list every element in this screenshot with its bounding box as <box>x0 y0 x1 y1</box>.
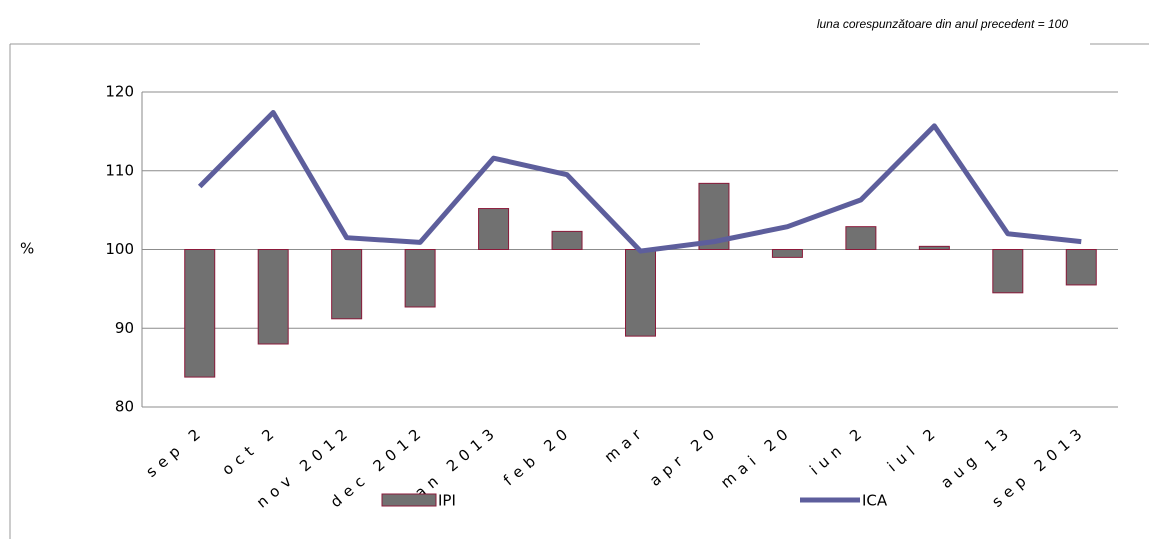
y-axis-label: % <box>20 240 34 258</box>
y-tick-label: 90 <box>115 319 134 337</box>
line <box>197 109 1082 254</box>
bar <box>771 249 803 258</box>
bar <box>1065 249 1097 286</box>
y-tick-label: 80 <box>115 398 134 416</box>
x-tick-label: mai 20 <box>717 422 796 492</box>
x-tick-label: iun 2 <box>806 422 869 479</box>
x-tick-label: sep 2 <box>143 422 209 481</box>
bar <box>845 226 877 251</box>
y-tick-label: 100 <box>105 240 134 258</box>
bar <box>625 249 656 337</box>
legend-label: IPI <box>438 492 456 510</box>
bar <box>992 249 1024 294</box>
y-tick-label: 110 <box>105 161 134 179</box>
bar <box>404 249 436 308</box>
bar <box>257 249 289 345</box>
x-tick-label: mar <box>601 422 649 467</box>
subtitle: luna corespunzătoare din anul precedent … <box>817 17 1069 31</box>
legend-label: ICA <box>862 492 888 510</box>
bar <box>478 208 510 251</box>
x-tick-label: aug 13 <box>937 422 1016 492</box>
bar <box>918 245 950 251</box>
x-tick-label: apr 20 <box>646 422 722 490</box>
x-tick-label: iul 2 <box>884 422 943 476</box>
x-tick-label: oct 2 <box>218 422 281 479</box>
bar <box>551 230 583 250</box>
bar <box>331 249 363 320</box>
y-tick-label: 120 <box>105 83 134 101</box>
bar <box>184 249 216 378</box>
x-tick-label: feb 20 <box>500 422 576 490</box>
legend-swatch <box>381 493 437 507</box>
